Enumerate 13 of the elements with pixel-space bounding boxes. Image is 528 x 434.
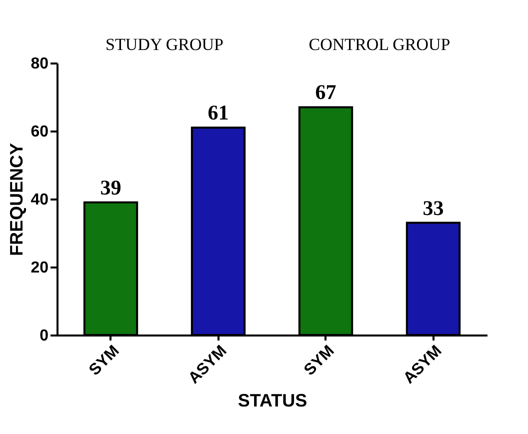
y-tick-label: 20 bbox=[30, 260, 49, 276]
data-label: 33 bbox=[422, 196, 444, 220]
x-axis-title: STATUS bbox=[238, 390, 308, 410]
y-tick-label: 80 bbox=[30, 56, 49, 72]
text: STUDY GROUP bbox=[106, 35, 224, 54]
y-axis-title: FREQUENCY bbox=[6, 142, 27, 256]
y-tick-label: 0 bbox=[40, 328, 49, 344]
data-label: 39 bbox=[100, 175, 122, 200]
data-label: 67 bbox=[315, 80, 336, 104]
y-tick-label: 40 bbox=[30, 192, 49, 208]
text: CONTROL GROUP bbox=[308, 35, 450, 54]
data-label: 61 bbox=[208, 100, 229, 125]
y-tick-label: 60 bbox=[30, 124, 49, 140]
